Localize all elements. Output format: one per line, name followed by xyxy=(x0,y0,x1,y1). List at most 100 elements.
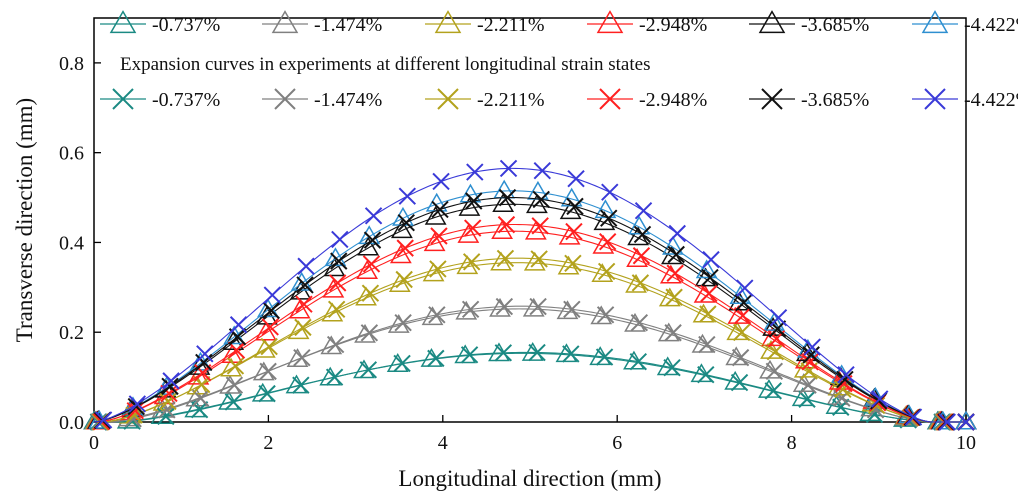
legend-entry: -0.737% xyxy=(100,10,220,36)
x-marker xyxy=(803,338,821,356)
legend-entry: -2.948% xyxy=(587,88,707,111)
x-marker xyxy=(437,88,459,110)
x-tick-label: 2 xyxy=(263,432,273,454)
series-experiment-7 xyxy=(90,297,975,431)
x-marker xyxy=(799,376,817,394)
x-marker xyxy=(532,190,550,209)
x-marker xyxy=(564,254,582,273)
x-marker xyxy=(293,348,311,367)
triangle-marker xyxy=(355,286,377,306)
x-marker xyxy=(295,295,313,313)
x-marker xyxy=(261,318,279,336)
triangle-marker xyxy=(695,259,718,279)
triangle-marker xyxy=(288,299,311,319)
legend-subtitle: Expansion curves in experiments at diffe… xyxy=(120,54,650,75)
x-marker xyxy=(700,284,718,303)
legend-label: -3.685% xyxy=(801,14,869,36)
x-marker xyxy=(427,349,445,368)
x-marker xyxy=(330,252,348,270)
x-marker xyxy=(363,231,382,249)
legend: -0.737% -1.474% -2.211% -2.948% -3.685% -4.42… xyxy=(100,10,1018,111)
x-marker xyxy=(836,370,854,389)
legend-entry: -3.685% xyxy=(749,10,869,36)
x-marker xyxy=(667,245,685,264)
x-marker xyxy=(397,213,415,232)
x-marker xyxy=(294,318,312,337)
x-marker xyxy=(466,163,484,181)
triangle-marker xyxy=(389,244,412,264)
x-marker xyxy=(769,308,788,327)
triangle-marker xyxy=(524,220,547,240)
x-marker xyxy=(162,372,180,390)
x-marker xyxy=(599,88,621,110)
triangle-marker xyxy=(271,10,299,34)
x-marker xyxy=(666,264,684,282)
x-marker xyxy=(498,188,517,207)
x-marker xyxy=(630,313,649,332)
x-marker xyxy=(629,352,648,371)
x-marker xyxy=(701,268,719,287)
x-marker xyxy=(161,377,179,395)
x-marker xyxy=(393,354,411,373)
x-marker xyxy=(126,402,144,420)
x-marker xyxy=(596,306,615,324)
x-marker xyxy=(225,376,244,394)
x-marker xyxy=(663,358,681,377)
triangle-marker xyxy=(187,365,210,385)
triangle-marker xyxy=(290,271,313,291)
x-marker xyxy=(494,344,513,362)
x-marker xyxy=(258,384,276,403)
y-tick-label: 0.6 xyxy=(59,143,84,165)
legend-label: -2.211% xyxy=(477,89,545,111)
series-experiment-6 xyxy=(89,343,975,431)
triangle-marker xyxy=(557,255,580,275)
x-marker xyxy=(904,408,923,426)
x-marker xyxy=(159,392,177,411)
series-line xyxy=(94,305,966,423)
legend-label: -0.737% xyxy=(152,89,220,111)
triangle-marker xyxy=(792,373,815,392)
x-marker xyxy=(260,337,278,356)
x-marker xyxy=(924,88,946,110)
x-marker xyxy=(529,297,547,316)
triangle-marker xyxy=(456,255,479,275)
x-marker xyxy=(801,353,819,371)
legend-label: -1.474% xyxy=(314,89,382,111)
x-marker xyxy=(224,393,243,411)
x-tick-label: 0 xyxy=(89,432,99,454)
x-marker xyxy=(227,341,246,359)
triangle-marker xyxy=(457,224,480,243)
triangle-marker xyxy=(424,205,447,225)
series-experiment-11 xyxy=(93,159,975,431)
x-marker xyxy=(327,300,346,319)
x-tick-label: 10 xyxy=(956,432,976,454)
x-marker xyxy=(94,411,113,429)
x-marker xyxy=(461,300,480,319)
legend-label: -1.474% xyxy=(314,14,382,36)
legend-label: -2.948% xyxy=(639,89,707,111)
x-marker xyxy=(802,346,820,364)
legend-entry: -2.211% xyxy=(425,88,545,111)
x-marker xyxy=(597,262,616,281)
x-marker xyxy=(562,345,580,363)
x-marker xyxy=(465,192,483,210)
x-marker xyxy=(533,161,552,180)
triangle-marker xyxy=(357,236,380,256)
x-marker xyxy=(761,88,783,110)
legend-label: -2.211% xyxy=(477,14,545,36)
x-marker xyxy=(326,335,345,354)
x-marker xyxy=(732,323,751,342)
y-tick-label: 0.8 xyxy=(59,53,84,75)
x-marker xyxy=(263,286,282,304)
legend-entry: -4.422% xyxy=(912,10,1018,36)
triangle-marker xyxy=(422,262,445,282)
x-marker xyxy=(600,209,618,227)
x-marker xyxy=(274,88,296,110)
x-marker xyxy=(598,232,617,251)
x-marker xyxy=(634,202,653,220)
x-marker xyxy=(957,413,975,431)
x-marker xyxy=(362,255,381,273)
triangle-marker xyxy=(559,200,582,220)
x-marker xyxy=(668,224,686,243)
legend-entry: -1.474% xyxy=(262,10,382,36)
